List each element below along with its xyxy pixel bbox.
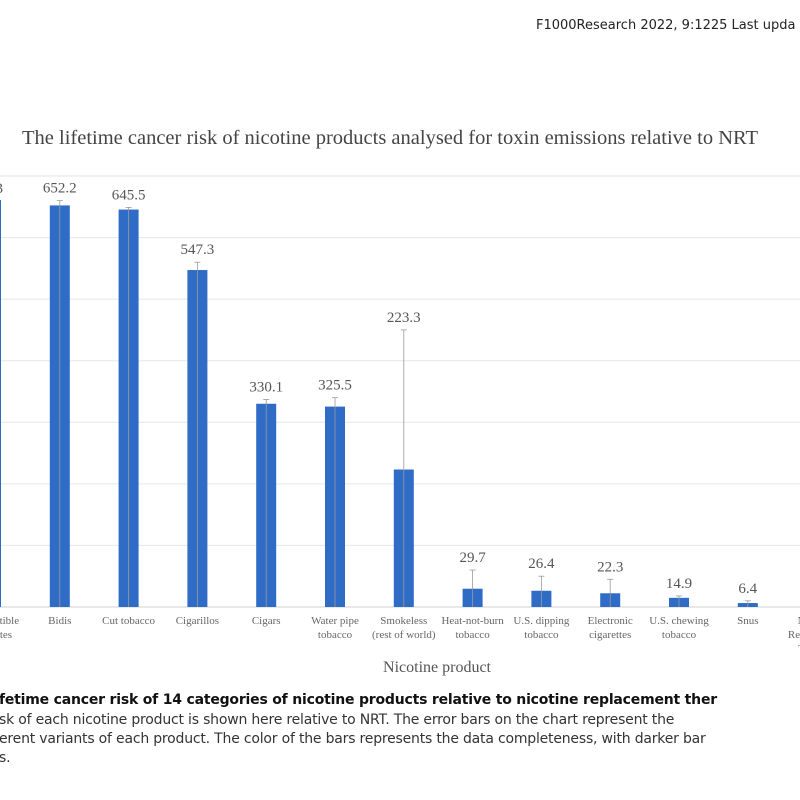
category-label: tobacco [524,629,559,641]
category-label: Cut tobacco [102,615,155,627]
category-label: Cigars [252,615,281,627]
category-label: cigarettes [589,629,631,641]
category-label: tobacco [318,629,353,641]
category-label: Combustible [0,615,19,627]
category-label: Electronic [588,615,633,627]
citation-header: F1000Research 2022, 9:1225 Last upda [536,18,796,33]
data-label: 3 [0,181,3,197]
caption-title: fetime cancer risk of 14 categories of n… [0,692,717,708]
data-label: 22.3 [597,559,623,575]
chart-title: The lifetime cancer risk of nicotine pro… [22,127,758,149]
category-label: tobacco [662,629,697,641]
caption-line-3: erent variants of each product. The colo… [0,731,706,747]
category-label: U.S. chewing [649,615,709,627]
category-label: Replacement [788,629,800,641]
x-axis-title: Nicotine product [383,659,492,676]
data-label: 330.1 [249,380,283,396]
caption-line-2: sk of each nicotine product is shown her… [0,712,675,728]
bar-chart: The lifetime cancer risk of nicotine pro… [0,127,800,676]
data-label: 652.2 [43,181,77,197]
data-label: 6.4 [738,581,757,597]
category-label: Snus [737,615,758,627]
data-label: 26.4 [528,556,555,572]
data-label: 645.5 [112,187,146,203]
category-label: U.S. dipping [513,615,569,627]
category-label: Bidis [48,615,71,627]
bar [0,200,1,607]
data-label: 14.9 [666,576,692,592]
category-label: (rest of world) [372,629,436,641]
caption-line-4: s. [0,750,11,766]
category-label: Nicotine [798,615,800,627]
data-label: 547.3 [181,242,215,258]
data-label: 325.5 [318,378,352,394]
category-label: Water pipe [311,615,359,627]
category-label: Cigarillos [176,615,219,627]
category-label: Heat-not-burn [441,615,504,627]
data-label: 29.7 [459,550,486,566]
category-label: Therapy [798,643,800,655]
category-label: tobacco [455,629,490,641]
category-label: Smokeless [380,615,427,627]
data-label: 223.3 [387,310,421,326]
category-label: cigarettes [0,629,12,641]
